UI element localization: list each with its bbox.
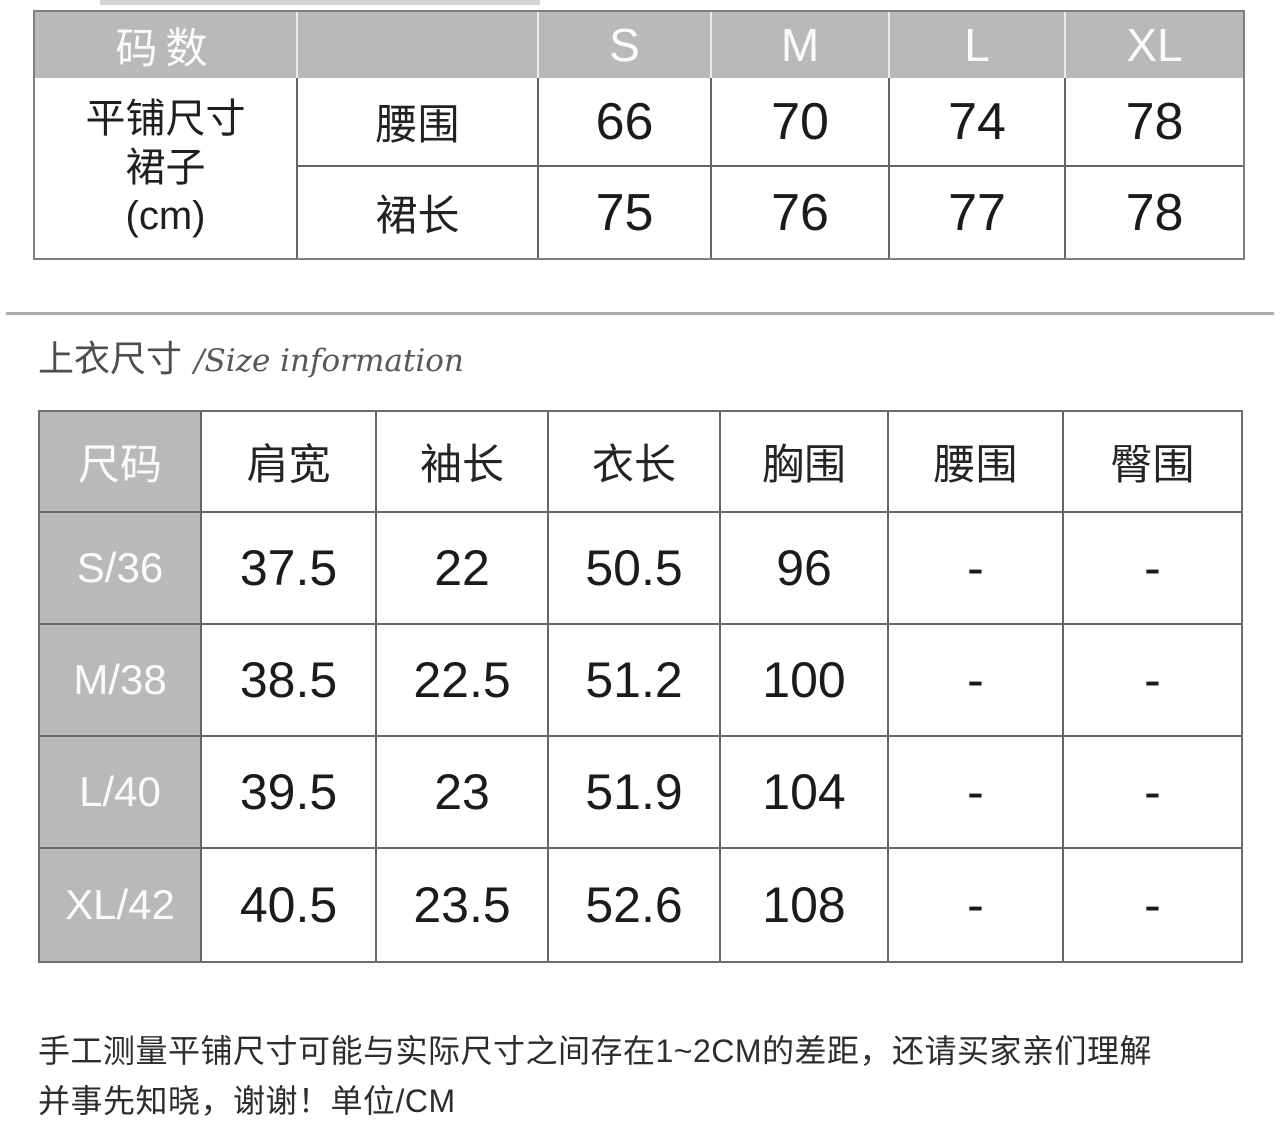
- header-waist: 腰围: [889, 412, 1064, 513]
- section-divider-line: [6, 312, 1274, 315]
- table-cell: 50.5: [549, 513, 721, 625]
- skirt-table-blank-header: [298, 12, 539, 78]
- table-cell: -: [889, 737, 1064, 849]
- table-cell: -: [1064, 625, 1241, 737]
- header-length: 衣长: [549, 412, 721, 513]
- table-cell: 78: [1066, 78, 1243, 167]
- row-label: L/40: [40, 737, 202, 849]
- table-cell: -: [889, 625, 1064, 737]
- table-cell: -: [1064, 513, 1241, 625]
- group-label-line1: 平铺尺寸: [85, 96, 246, 141]
- table-cell: 100: [721, 625, 889, 737]
- table-cell: 39.5: [202, 737, 377, 849]
- measurement-disclaimer: 手工测量平铺尺寸可能与实际尺寸之间存在1~2CM的差距，还请买家亲们理解 并事先…: [38, 1026, 1253, 1126]
- skirt-group-label: 平铺尺寸 裙子 (cm): [35, 78, 298, 258]
- table-cell: 37.5: [202, 513, 377, 625]
- section-heading: 上衣尺寸 /Size information: [38, 330, 464, 382]
- row-label: S/36: [40, 513, 202, 625]
- table-cell: 74: [890, 78, 1066, 167]
- size-header-s: S: [539, 12, 712, 78]
- table-cell: -: [889, 513, 1064, 625]
- top-size-table: 尺码 肩宽 袖长 衣长 胸围 腰围 臀围 S/36 37.5 22 50.5 9…: [38, 410, 1243, 963]
- table-cell: -: [1064, 737, 1241, 849]
- table-cell: 77: [890, 167, 1066, 258]
- size-header-xl: XL: [1066, 12, 1243, 78]
- skirt-size-table: 码数 S M L XL 平铺尺寸 裙子 (cm) 腰围 66 70 74 78 …: [33, 10, 1245, 260]
- table-cell: 40.5: [202, 849, 377, 961]
- table-cell: 23: [377, 737, 549, 849]
- table-cell: 75: [539, 167, 712, 258]
- table-cell: 22: [377, 513, 549, 625]
- header-bust: 胸围: [721, 412, 889, 513]
- header-shoulder: 肩宽: [202, 412, 377, 513]
- table-cell: 108: [721, 849, 889, 961]
- table-cell: 70: [712, 78, 890, 167]
- header-size: 尺码: [40, 412, 202, 513]
- table-cell: 51.2: [549, 625, 721, 737]
- row-label-waist: 腰围: [298, 78, 539, 167]
- skirt-table-corner-header: 码数: [35, 12, 298, 78]
- table-cell: 23.5: [377, 849, 549, 961]
- group-label-line2: 裙子: [125, 145, 206, 190]
- header-hip: 臀围: [1064, 412, 1241, 513]
- table-cell: -: [889, 849, 1064, 961]
- group-label-line3: (cm): [125, 194, 206, 239]
- table-cell: 66: [539, 78, 712, 167]
- section-title-cn: 上衣尺寸: [38, 338, 183, 379]
- section-title-en: /Size information: [194, 343, 464, 379]
- table-cell: 78: [1125, 183, 1184, 242]
- row-label: XL/42: [40, 849, 202, 961]
- table-cell: 52.6: [549, 849, 721, 961]
- table-cell: 76: [712, 167, 890, 258]
- table-cell: 38.5: [202, 625, 377, 737]
- table-cell: 96: [721, 513, 889, 625]
- disclaimer-line2: 并事先知晓，谢谢！单位/CM: [38, 1083, 456, 1119]
- table-cell: 51.9: [549, 737, 721, 849]
- table-cell: 22.5: [377, 625, 549, 737]
- header-sleeve: 袖长: [377, 412, 549, 513]
- size-header-m: M: [712, 12, 890, 78]
- table-cell: -: [1144, 877, 1161, 933]
- table-cell: 104: [721, 737, 889, 849]
- size-header-l: L: [890, 12, 1066, 78]
- row-label-skirt-length: 裙长: [298, 167, 539, 258]
- disclaimer-line1: 手工测量平铺尺寸可能与实际尺寸之间存在1~2CM的差距，还请买家亲们理解: [38, 1033, 1153, 1069]
- cropped-top-strip: [100, 0, 540, 5]
- row-label: M/38: [40, 625, 202, 737]
